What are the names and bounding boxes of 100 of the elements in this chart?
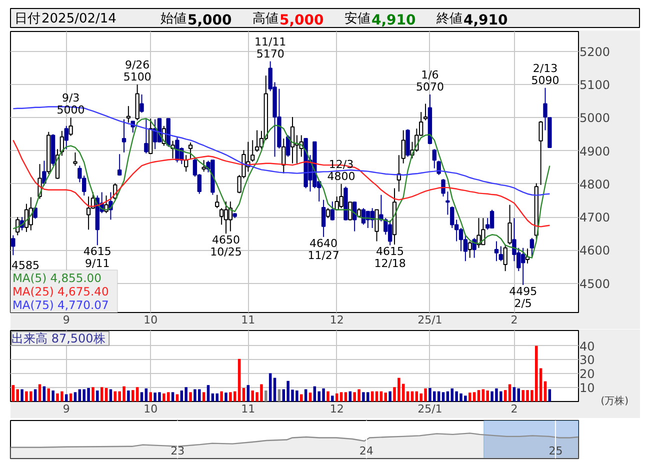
bar: [100, 387, 104, 402]
bar: [486, 390, 489, 402]
text: 5,000: [188, 12, 232, 28]
annotation: 4615 9/11: [83, 245, 112, 270]
candlestick: [401, 130, 406, 164]
bar: [52, 390, 54, 402]
candlestick: [508, 204, 512, 246]
line-series: [12, 118, 550, 258]
candlestick: [104, 195, 108, 214]
chart-title: 出来高 87,500株: [12, 332, 106, 346]
y-tick-label: 20: [580, 367, 595, 382]
bar: [273, 378, 276, 402]
candlestick: [494, 240, 499, 262]
candlestick: [11, 234, 16, 256]
bar: [206, 385, 210, 402]
bar: [477, 390, 480, 402]
bar: [517, 388, 520, 402]
text: MA(25) 4,675.40: [12, 284, 109, 298]
y-axis-title: (万株): [600, 395, 629, 407]
candlestick: [530, 237, 534, 258]
x-tick-label: 10: [144, 402, 158, 416]
annotation: 4615 12/18: [374, 245, 406, 270]
text: 2025/02/14: [42, 12, 116, 26]
bar: [38, 384, 42, 402]
candlestick: [250, 140, 255, 162]
candlestick: [215, 194, 220, 209]
text: MA(75) 4,770.07: [12, 298, 109, 312]
bar: [42, 386, 46, 402]
bar: [144, 388, 148, 402]
bar: [242, 388, 246, 402]
candlestick: [290, 116, 295, 164]
candlestick: [68, 117, 73, 136]
candlestick: [64, 125, 68, 150]
bar: [224, 392, 228, 402]
candlestick: [503, 244, 508, 272]
candlestick: [423, 103, 428, 121]
bar: [388, 391, 392, 402]
y-tick-label: 4500: [580, 276, 610, 291]
text: 4,910: [464, 12, 508, 28]
bar: [482, 389, 485, 402]
bar: [472, 392, 476, 402]
annotation: 4585: [12, 259, 40, 272]
x-tick-label: 24: [359, 444, 374, 458]
candlestick: [117, 154, 122, 176]
line-series: [12, 106, 550, 196]
candlestick: [468, 240, 472, 258]
bar: [211, 393, 214, 402]
text: 5,000: [280, 12, 324, 28]
bar: [16, 389, 19, 402]
y-tick-label: 10: [580, 381, 595, 396]
bar: [166, 392, 170, 402]
candlestick: [122, 118, 126, 153]
x-tick-label: 9: [62, 402, 70, 416]
bar: [246, 385, 250, 402]
candlestick: [520, 247, 526, 286]
bar: [278, 389, 281, 402]
bar: [508, 384, 512, 402]
annotation: 9/26 5100: [123, 58, 152, 84]
annotation: 1/6 5070: [416, 68, 444, 94]
x-tick-label: 12: [330, 402, 344, 416]
bar: [313, 386, 316, 402]
bar: [548, 389, 552, 402]
candlestick: [73, 152, 78, 166]
bar: [69, 393, 72, 402]
bar: [220, 391, 223, 402]
bar: [544, 381, 547, 402]
bar: [132, 390, 134, 402]
bar: [384, 392, 387, 402]
x-tick-label: 25: [548, 444, 563, 458]
annotation: 4650 10/25: [210, 234, 242, 259]
text: 始値: [160, 12, 186, 26]
candlestick: [188, 142, 193, 159]
bar: [442, 392, 445, 402]
text: 安値: [344, 10, 370, 26]
bar: [104, 388, 108, 402]
x-tick-label: 9: [62, 314, 70, 326]
candlestick: [538, 120, 543, 186]
bar: [12, 385, 15, 402]
bar: [450, 388, 454, 402]
candlestick: [202, 160, 206, 172]
candlestick: [472, 237, 476, 258]
bar: [340, 392, 343, 402]
bar: [47, 388, 50, 402]
bar: [344, 392, 348, 402]
text: 高値: [252, 10, 278, 26]
y-tick-label: 4700: [580, 210, 610, 225]
candlestick: [140, 94, 144, 114]
x-tick-label: 23: [170, 444, 185, 458]
candlestick: [86, 196, 91, 230]
annotation: 9/3 5000: [56, 92, 85, 117]
annotation: 2/13 5090: [531, 62, 560, 87]
bar: [149, 392, 152, 402]
candlestick: [374, 209, 379, 242]
bar: [216, 393, 218, 402]
x-tick-label: 10: [144, 314, 158, 326]
candlestick: [450, 206, 454, 228]
y-tick-label: 4800: [580, 177, 610, 192]
bar: [268, 373, 272, 402]
bar: [238, 358, 241, 402]
y-tick-label: 5000: [580, 111, 610, 126]
